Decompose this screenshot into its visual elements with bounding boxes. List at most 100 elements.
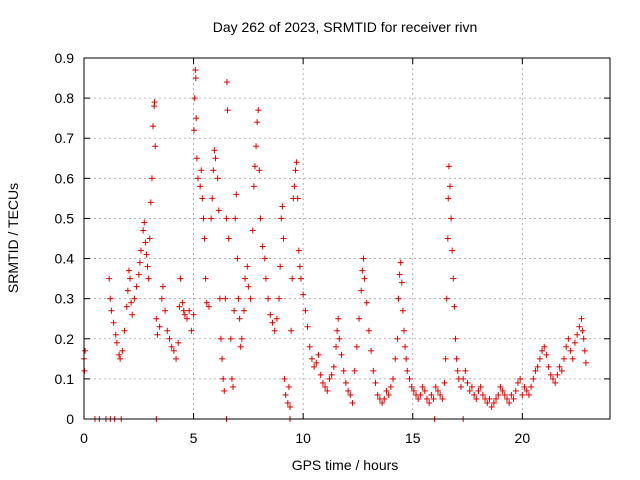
data-point <box>179 299 186 306</box>
data-point <box>387 383 394 390</box>
data-point <box>237 343 244 350</box>
data-point <box>247 295 254 302</box>
grid-lines <box>84 58 610 419</box>
data-point <box>255 107 262 114</box>
x-tick-label: 15 <box>405 430 421 446</box>
y-tick-label: 0.3 <box>55 291 75 307</box>
data-point <box>152 143 159 150</box>
data-point <box>261 255 268 262</box>
data-point <box>430 395 437 402</box>
data-point <box>240 307 247 314</box>
data-point <box>193 115 200 122</box>
data-point <box>445 195 452 202</box>
data-point <box>534 363 541 370</box>
data-point <box>297 275 304 282</box>
data-point <box>294 195 301 202</box>
data-point <box>176 303 183 310</box>
data-point <box>567 347 574 354</box>
data-point <box>302 307 309 314</box>
data-point <box>385 391 392 398</box>
data-point <box>242 275 249 282</box>
data-point <box>580 335 587 342</box>
data-point <box>267 311 274 318</box>
data-point <box>390 375 397 382</box>
data-point <box>345 387 352 394</box>
x-tick-label: 20 <box>515 430 531 446</box>
data-point <box>506 399 513 406</box>
x-tick-label: 5 <box>190 430 198 446</box>
data-point <box>313 359 320 366</box>
data-point <box>281 375 288 382</box>
data-point <box>326 375 333 382</box>
data-point <box>497 383 504 390</box>
data-point <box>220 375 227 382</box>
y-tick-label: 0.7 <box>55 130 75 146</box>
data-point <box>128 299 135 306</box>
data-point <box>554 371 561 378</box>
data-point <box>361 275 368 282</box>
data-point <box>392 355 399 362</box>
data-point <box>223 215 230 222</box>
data-point <box>191 127 198 134</box>
data-point <box>338 351 345 358</box>
data-point <box>477 383 484 390</box>
data-point <box>578 315 585 322</box>
data-point <box>135 271 142 278</box>
data-point <box>576 323 583 330</box>
data-point <box>205 303 212 310</box>
data-point <box>285 383 292 390</box>
data-point <box>253 143 260 150</box>
data-point <box>441 379 448 386</box>
data-point <box>188 327 195 334</box>
data-point <box>131 295 138 302</box>
data-point <box>439 395 446 402</box>
data-point <box>231 307 238 314</box>
data-point <box>147 199 154 206</box>
data-point <box>259 243 266 250</box>
data-point <box>442 355 449 362</box>
data-point <box>210 167 217 174</box>
data-point <box>137 247 144 254</box>
data-point <box>565 335 572 342</box>
data-point <box>403 355 410 362</box>
data-point <box>222 295 229 302</box>
data-point <box>214 175 221 182</box>
data-point <box>547 371 554 378</box>
data-point <box>528 383 535 390</box>
data-point <box>148 175 155 182</box>
data-point <box>223 79 230 86</box>
data-point <box>235 295 242 302</box>
data-point <box>353 343 360 350</box>
data-point <box>381 395 388 402</box>
data-point <box>234 255 241 262</box>
data-point <box>238 335 245 342</box>
data-point <box>164 327 171 334</box>
data-point <box>256 167 263 174</box>
data-point <box>426 399 433 406</box>
data-point <box>447 183 454 190</box>
data-point <box>521 383 528 390</box>
data-point <box>372 379 379 386</box>
data-point <box>193 155 200 162</box>
data-point <box>517 375 524 382</box>
data-point <box>146 235 153 242</box>
data-point <box>541 343 548 350</box>
data-point <box>451 303 458 310</box>
data-point <box>479 391 486 398</box>
data-point <box>236 315 243 322</box>
data-point <box>308 355 315 362</box>
data-point <box>153 315 160 322</box>
data-point <box>221 387 228 394</box>
data-point <box>133 283 140 290</box>
data-point <box>569 355 576 362</box>
data-point <box>351 367 358 374</box>
data-point <box>279 203 286 210</box>
data-point <box>217 335 224 342</box>
data-point <box>271 327 278 334</box>
data-point <box>287 403 294 410</box>
data-point <box>202 275 209 282</box>
data-point <box>273 315 280 322</box>
data-point <box>300 291 307 298</box>
data-point <box>519 391 526 398</box>
data-point <box>177 275 184 282</box>
